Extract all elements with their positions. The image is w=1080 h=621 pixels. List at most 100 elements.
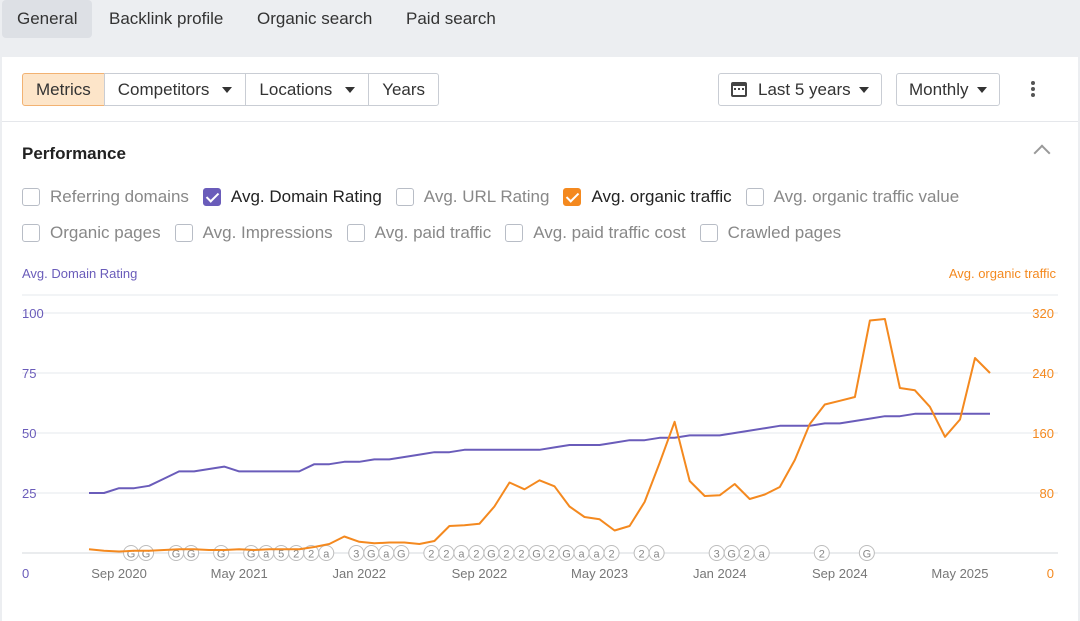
x-tick-label: May 2021 xyxy=(211,566,268,581)
left-tick-label: 25 xyxy=(22,486,36,501)
annotation-circle xyxy=(858,545,875,561)
annotation-marker[interactable]: a xyxy=(648,545,665,561)
annotation-marker[interactable]: a xyxy=(318,545,335,561)
more-options-icon[interactable] xyxy=(1023,77,1043,101)
annotation-marker[interactable]: 2 xyxy=(423,545,440,561)
annotation-marker[interactable]: a xyxy=(258,545,275,561)
annotation-marker[interactable]: G xyxy=(168,545,185,561)
checkbox-crawled-pages[interactable]: Crawled pages xyxy=(699,223,841,243)
checkbox-box[interactable] xyxy=(563,188,582,206)
annotation-marker[interactable]: G xyxy=(483,545,500,561)
annotation-label: 2 xyxy=(473,549,479,561)
interval-dropdown[interactable]: Monthly xyxy=(896,73,1000,106)
annotation-marker[interactable]: 2 xyxy=(633,545,650,561)
annotation-marker[interactable]: G xyxy=(393,545,410,561)
annotation-label: G xyxy=(172,549,181,561)
annotation-marker[interactable]: a xyxy=(378,545,395,561)
checkbox-box[interactable] xyxy=(22,188,40,206)
checkbox-organic-pages[interactable]: Organic pages xyxy=(22,223,161,243)
checkbox-box[interactable] xyxy=(395,188,414,206)
annotation-circle xyxy=(393,545,410,561)
checkbox-box[interactable] xyxy=(745,188,764,206)
annotation-label: a xyxy=(759,549,766,561)
right-tick-label: 0 xyxy=(1047,566,1054,581)
annotation-marker[interactable]: G xyxy=(528,545,545,561)
tab-paid-search[interactable]: Paid search xyxy=(406,9,496,28)
tab-bar: General Backlink profile Organic search … xyxy=(0,0,1080,48)
annotation-marker[interactable]: a xyxy=(588,545,605,561)
annotation-marker[interactable]: G xyxy=(123,545,140,561)
annotation-label: 3 xyxy=(714,549,720,561)
performance-title: Performance xyxy=(22,144,126,163)
checkbox-label: Avg. organic traffic xyxy=(591,187,732,206)
x-tick-label: Sep 2022 xyxy=(452,566,508,581)
performance-card: Metrics Competitors Locations Years Last… xyxy=(2,57,1078,621)
checkbox-label: Avg. URL Rating xyxy=(423,187,550,206)
annotation-marker[interactable]: 2 xyxy=(468,545,485,561)
checkbox-avg-url-rating[interactable]: Avg. URL Rating xyxy=(395,187,550,207)
metrics-label: Metrics xyxy=(36,80,91,99)
left-tick-label: 75 xyxy=(22,366,36,381)
annotation-marker[interactable]: a xyxy=(453,545,470,561)
checkbox-referring-domains[interactable]: Referring domains xyxy=(22,187,189,207)
right-tick-label: 320 xyxy=(1032,306,1054,321)
tab-organic-search[interactable]: Organic search xyxy=(257,9,373,28)
annotation-marker[interactable]: G xyxy=(558,545,575,561)
checkbox-avg-impressions[interactable]: Avg. Impressions xyxy=(174,223,333,243)
x-tick-label: Sep 2024 xyxy=(812,566,868,581)
annotation-marker[interactable]: 2 xyxy=(513,545,530,561)
annotation-marker[interactable]: 2 xyxy=(438,545,455,561)
annotation-marker[interactable]: G xyxy=(213,545,230,561)
checkbox-box[interactable] xyxy=(346,224,365,242)
chevron-down-icon xyxy=(858,86,869,93)
competitors-dropdown[interactable]: Competitors xyxy=(103,73,247,106)
annotation-label: 2 xyxy=(819,549,825,561)
years-button[interactable]: Years xyxy=(368,73,440,106)
annotation-marker[interactable]: G xyxy=(183,545,200,561)
checkbox-box[interactable] xyxy=(22,224,40,242)
checkbox-avg-paid-traffic-cost[interactable]: Avg. paid traffic cost xyxy=(505,223,686,243)
annotation-circle xyxy=(813,545,830,561)
annotation-label: 2 xyxy=(609,549,615,561)
annotation-label: a xyxy=(654,549,661,561)
checkbox-avg-domain-rating[interactable]: Avg. Domain Rating xyxy=(202,187,382,207)
annotation-marker[interactable]: 2 xyxy=(813,545,830,561)
years-label: Years xyxy=(382,80,426,99)
annotation-circle xyxy=(753,545,770,561)
checkbox-avg-organic-traffic[interactable]: Avg. organic traffic xyxy=(563,187,732,207)
metrics-button[interactable]: Metrics xyxy=(22,73,105,106)
annotation-marker[interactable]: G xyxy=(858,545,875,561)
tab-general[interactable]: General xyxy=(2,0,93,38)
checkbox-box[interactable] xyxy=(505,224,524,242)
annotation-marker[interactable]: 2 xyxy=(543,545,560,561)
annotation-label: 2 xyxy=(443,549,449,561)
annotation-marker[interactable]: 3 xyxy=(708,545,725,561)
checkbox-box[interactable] xyxy=(699,224,718,242)
annotation-label: 2 xyxy=(548,549,554,561)
annotation-marker[interactable]: a xyxy=(573,545,590,561)
annotation-marker[interactable]: 3 xyxy=(348,545,365,561)
interval-label: Monthly xyxy=(909,79,969,99)
date-range-dropdown[interactable]: Last 5 years xyxy=(718,73,882,106)
tab-backlink-profile[interactable]: Backlink profile xyxy=(109,9,224,28)
annotation-marker[interactable]: 2 xyxy=(288,545,305,561)
annotation-marker[interactable]: G xyxy=(138,545,155,561)
annotation-marker[interactable]: 5 xyxy=(273,545,290,561)
annotation-marker[interactable]: G xyxy=(363,545,380,561)
annotation-marker[interactable]: 2 xyxy=(738,545,755,561)
locations-dropdown[interactable]: Locations xyxy=(245,73,370,106)
annotation-marker[interactable]: 2 xyxy=(603,545,620,561)
checkbox-box[interactable] xyxy=(202,188,221,206)
annotation-marker[interactable]: G xyxy=(243,545,260,561)
checkbox-box[interactable] xyxy=(174,224,193,242)
checkbox-avg-organic-traffic-value[interactable]: Avg. organic traffic value xyxy=(745,187,959,207)
annotation-marker[interactable]: G xyxy=(723,545,740,561)
calendar-icon xyxy=(731,82,747,97)
checkbox-label: Avg. paid traffic cost xyxy=(533,223,686,242)
annotation-marker[interactable]: 2 xyxy=(498,545,515,561)
annotation-label: G xyxy=(217,549,226,561)
annotation-circle xyxy=(603,545,620,561)
checkbox-avg-paid-traffic[interactable]: Avg. paid traffic xyxy=(346,223,491,243)
annotation-marker[interactable]: a xyxy=(753,545,770,561)
